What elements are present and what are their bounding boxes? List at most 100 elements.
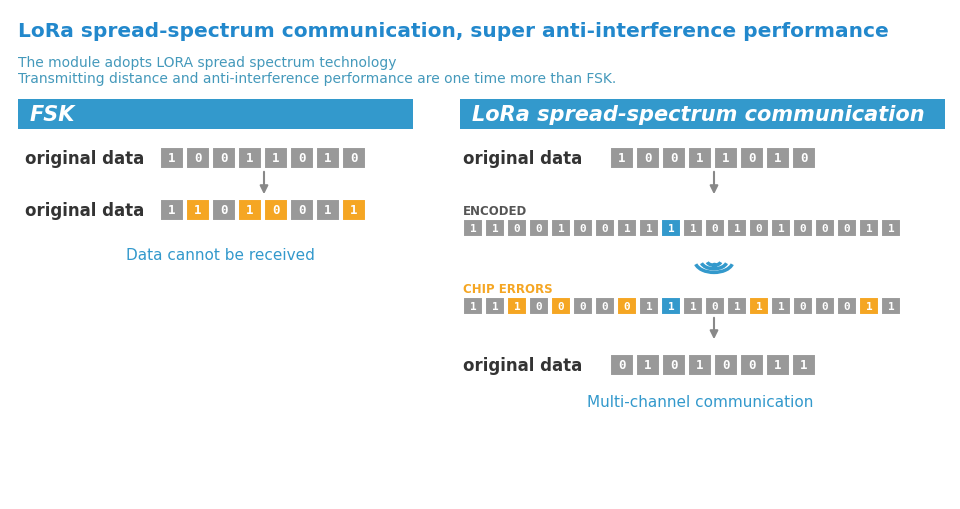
FancyBboxPatch shape xyxy=(290,148,314,169)
Text: 1: 1 xyxy=(775,359,781,372)
FancyBboxPatch shape xyxy=(766,354,790,376)
FancyBboxPatch shape xyxy=(342,148,366,169)
FancyBboxPatch shape xyxy=(264,200,288,221)
FancyBboxPatch shape xyxy=(617,219,637,238)
FancyBboxPatch shape xyxy=(636,148,660,169)
FancyBboxPatch shape xyxy=(749,219,769,238)
Text: 0: 0 xyxy=(844,301,851,312)
FancyBboxPatch shape xyxy=(662,354,686,376)
Text: 0: 0 xyxy=(536,223,542,234)
Text: 1: 1 xyxy=(866,301,873,312)
Text: 1: 1 xyxy=(168,152,176,165)
FancyBboxPatch shape xyxy=(714,148,738,169)
Text: 0: 0 xyxy=(220,204,228,217)
FancyBboxPatch shape xyxy=(212,200,236,221)
Text: original data: original data xyxy=(463,356,583,374)
Text: The module adopts LORA spread spectrum technology: The module adopts LORA spread spectrum t… xyxy=(18,56,396,70)
FancyBboxPatch shape xyxy=(881,297,901,316)
Text: 0: 0 xyxy=(220,152,228,165)
Text: 0: 0 xyxy=(602,223,609,234)
FancyBboxPatch shape xyxy=(610,148,634,169)
Text: 1: 1 xyxy=(646,301,653,312)
Text: 0: 0 xyxy=(624,301,631,312)
FancyBboxPatch shape xyxy=(551,219,571,238)
Text: 1: 1 xyxy=(469,301,476,312)
Text: 1: 1 xyxy=(722,152,730,165)
Text: 0: 0 xyxy=(514,223,520,234)
FancyBboxPatch shape xyxy=(688,354,712,376)
FancyBboxPatch shape xyxy=(573,219,593,238)
Text: 1: 1 xyxy=(168,204,176,217)
Text: 1: 1 xyxy=(667,301,674,312)
Text: Data cannot be received: Data cannot be received xyxy=(126,247,315,263)
FancyBboxPatch shape xyxy=(792,354,816,376)
FancyBboxPatch shape xyxy=(792,148,816,169)
Text: 1: 1 xyxy=(689,223,696,234)
Text: 0: 0 xyxy=(801,152,807,165)
Text: 1: 1 xyxy=(689,301,696,312)
FancyBboxPatch shape xyxy=(837,219,857,238)
Text: 1: 1 xyxy=(646,223,653,234)
FancyBboxPatch shape xyxy=(837,297,857,316)
FancyBboxPatch shape xyxy=(290,200,314,221)
FancyBboxPatch shape xyxy=(160,148,184,169)
FancyBboxPatch shape xyxy=(636,354,660,376)
FancyBboxPatch shape xyxy=(595,297,615,316)
Text: 0: 0 xyxy=(822,301,828,312)
FancyBboxPatch shape xyxy=(683,219,703,238)
Text: 1: 1 xyxy=(624,223,631,234)
FancyBboxPatch shape xyxy=(573,297,593,316)
Text: 1: 1 xyxy=(492,301,498,312)
Text: 0: 0 xyxy=(711,223,718,234)
FancyBboxPatch shape xyxy=(771,219,791,238)
FancyBboxPatch shape xyxy=(316,148,340,169)
FancyBboxPatch shape xyxy=(881,219,901,238)
Text: original data: original data xyxy=(25,150,144,167)
Text: 0: 0 xyxy=(822,223,828,234)
Text: LoRa spread-spectrum communication, super anti-interference performance: LoRa spread-spectrum communication, supe… xyxy=(18,22,889,41)
Text: 0: 0 xyxy=(618,359,626,372)
Text: 0: 0 xyxy=(273,204,279,217)
Text: original data: original data xyxy=(463,150,583,167)
FancyBboxPatch shape xyxy=(617,297,637,316)
FancyBboxPatch shape xyxy=(859,219,879,238)
FancyBboxPatch shape xyxy=(740,354,764,376)
FancyBboxPatch shape xyxy=(529,297,549,316)
FancyBboxPatch shape xyxy=(815,219,835,238)
FancyBboxPatch shape xyxy=(727,219,747,238)
FancyBboxPatch shape xyxy=(793,219,813,238)
Text: original data: original data xyxy=(25,202,144,219)
Text: 1: 1 xyxy=(667,223,674,234)
Text: 0: 0 xyxy=(670,359,678,372)
Text: 0: 0 xyxy=(711,301,718,312)
Text: 0: 0 xyxy=(580,301,587,312)
Text: 1: 1 xyxy=(696,152,704,165)
FancyBboxPatch shape xyxy=(342,200,366,221)
FancyBboxPatch shape xyxy=(683,297,703,316)
Text: 0: 0 xyxy=(748,359,756,372)
Text: 1: 1 xyxy=(247,204,253,217)
Text: 0: 0 xyxy=(558,301,564,312)
Text: 0: 0 xyxy=(756,223,762,234)
Text: Transmitting distance and anti-interference performance are one time more than F: Transmitting distance and anti-interfere… xyxy=(18,72,616,86)
FancyBboxPatch shape xyxy=(485,297,505,316)
FancyBboxPatch shape xyxy=(766,148,790,169)
Text: 1: 1 xyxy=(775,152,781,165)
FancyBboxPatch shape xyxy=(238,200,262,221)
FancyBboxPatch shape xyxy=(507,297,527,316)
FancyBboxPatch shape xyxy=(595,219,615,238)
FancyBboxPatch shape xyxy=(463,297,483,316)
Text: 1: 1 xyxy=(618,152,626,165)
Text: CHIP ERRORS: CHIP ERRORS xyxy=(463,282,553,295)
Text: 0: 0 xyxy=(536,301,542,312)
FancyBboxPatch shape xyxy=(740,148,764,169)
Text: 0: 0 xyxy=(299,204,305,217)
Text: 1: 1 xyxy=(888,223,895,234)
Text: 1: 1 xyxy=(469,223,476,234)
Text: 1: 1 xyxy=(778,223,784,234)
FancyBboxPatch shape xyxy=(212,148,236,169)
FancyBboxPatch shape xyxy=(610,354,634,376)
FancyBboxPatch shape xyxy=(705,219,725,238)
FancyBboxPatch shape xyxy=(238,148,262,169)
Text: 0: 0 xyxy=(644,152,652,165)
